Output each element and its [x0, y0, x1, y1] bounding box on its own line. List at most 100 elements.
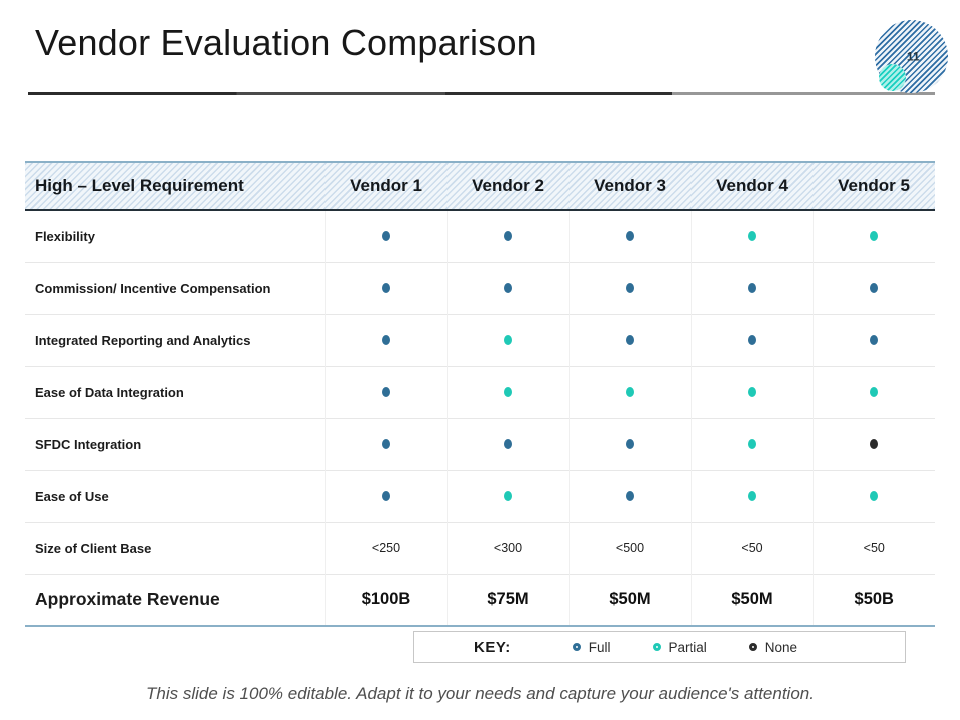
full-legend-icon — [572, 643, 581, 651]
table-row: Ease of Data Integration — [25, 365, 935, 418]
legend-label: Partial — [668, 639, 707, 655]
legend-label: Full — [588, 639, 611, 655]
rating-cell — [568, 469, 691, 522]
rating-cell — [812, 417, 935, 470]
rating-cell — [446, 417, 569, 470]
value-cell: $50B — [812, 573, 935, 626]
partial-rating-icon — [748, 438, 756, 449]
rating-cell — [690, 313, 813, 366]
rating-cell — [690, 209, 813, 262]
full-rating-icon — [504, 231, 512, 242]
value-cell: $50M — [690, 573, 813, 626]
rating-cell — [446, 365, 569, 418]
title-divider — [28, 92, 935, 95]
value-cell: <50 — [690, 521, 813, 574]
rating-cell — [690, 469, 813, 522]
vendor-column-header: Vendor 1 — [325, 162, 447, 211]
vendor-column-header: Vendor 5 — [813, 162, 935, 211]
full-rating-icon — [870, 282, 879, 293]
value-cell: <500 — [568, 521, 691, 574]
rating-cell — [324, 417, 447, 470]
row-label: Approximate Revenue — [25, 573, 325, 626]
page-title: Vendor Evaluation Comparison — [35, 22, 537, 63]
full-rating-icon — [626, 282, 634, 293]
row-label: Ease of Use — [25, 469, 325, 522]
row-label: Size of Client Base — [25, 521, 325, 574]
rating-cell — [324, 365, 447, 418]
rating-cell — [812, 365, 935, 418]
full-rating-icon — [382, 334, 390, 345]
legend-item: None — [748, 640, 797, 655]
requirement-column-header: High – Level Requirement — [25, 162, 325, 211]
footer-note: This slide is 100% editable. Adapt it to… — [146, 684, 814, 703]
rating-cell — [690, 417, 813, 470]
legend: KEY: Full Partial None — [413, 631, 906, 663]
rating-cell — [324, 313, 447, 366]
table-row: Flexibility — [25, 209, 935, 262]
rating-cell — [568, 261, 691, 314]
legend-items: Full Partial None — [572, 639, 839, 655]
table-header-row: High – Level Requirement Vendor 1 Vendor 2… — [25, 162, 935, 211]
rating-cell — [812, 209, 935, 262]
value-cell: $75M — [446, 573, 569, 626]
teal-accent-circle-icon — [879, 64, 906, 91]
vendor-comparison-table: High – Level Requirement Vendor 1 Vendor 2… — [25, 161, 935, 627]
table-row: Size of Client Base <250 <300 <500 <50 <50 — [25, 521, 935, 574]
partial-rating-icon — [748, 231, 756, 242]
full-rating-icon — [382, 231, 390, 242]
vendor-column-header: Vendor 3 — [569, 162, 691, 211]
value-cell: <300 — [446, 521, 569, 574]
page-number: 11 — [906, 48, 920, 63]
row-label: SFDC Integration — [25, 417, 325, 470]
rating-cell — [568, 313, 691, 366]
rating-cell — [324, 261, 447, 314]
partial-rating-icon — [748, 490, 756, 501]
full-rating-icon — [748, 334, 756, 345]
partial-rating-icon — [504, 490, 512, 501]
partial-legend-icon — [652, 643, 661, 651]
rating-cell — [446, 261, 569, 314]
full-rating-icon — [382, 438, 390, 449]
legend-title: KEY: — [474, 638, 511, 656]
table-row: Commission/ Incentive Compensation — [25, 261, 935, 314]
rating-cell — [568, 365, 691, 418]
none-rating-icon — [870, 438, 879, 449]
row-label: Ease of Data Integration — [25, 365, 325, 418]
partial-rating-icon — [504, 334, 512, 345]
value-cell: <250 — [324, 521, 447, 574]
table-row: Integrated Reporting and Analytics — [25, 313, 935, 366]
legend-item: Full — [572, 639, 611, 655]
value-cell: $50M — [568, 573, 691, 626]
vendor-column-header: Vendor 2 — [447, 162, 569, 211]
none-legend-icon — [748, 643, 757, 651]
legend-item: Partial — [652, 639, 707, 655]
rating-cell — [324, 209, 447, 262]
table-body: Flexibility Commission/ Incentive Compens… — [25, 209, 935, 626]
rating-cell — [446, 209, 569, 262]
full-rating-icon — [870, 334, 879, 345]
partial-rating-icon — [870, 231, 879, 242]
full-rating-icon — [382, 386, 390, 397]
row-label: Flexibility — [25, 209, 325, 262]
rating-cell — [812, 261, 935, 314]
table-row: Approximate Revenue $100B $75M $50M $50M $50B — [25, 573, 935, 626]
partial-rating-icon — [870, 490, 879, 501]
value-cell: $100B — [324, 573, 447, 626]
rating-cell — [446, 469, 569, 522]
full-rating-icon — [626, 231, 634, 242]
full-rating-icon — [382, 490, 390, 501]
full-rating-icon — [626, 334, 634, 345]
value-cell: <50 — [812, 521, 935, 574]
rating-cell — [446, 313, 569, 366]
page-number-badge: 11 — [875, 20, 948, 93]
full-rating-icon — [748, 282, 756, 293]
partial-rating-icon — [748, 386, 756, 397]
full-rating-icon — [504, 282, 512, 293]
full-rating-icon — [626, 490, 634, 501]
rating-cell — [812, 313, 935, 366]
rating-cell — [812, 469, 935, 522]
rating-cell — [324, 469, 447, 522]
full-rating-icon — [626, 438, 634, 449]
partial-rating-icon — [626, 386, 634, 397]
